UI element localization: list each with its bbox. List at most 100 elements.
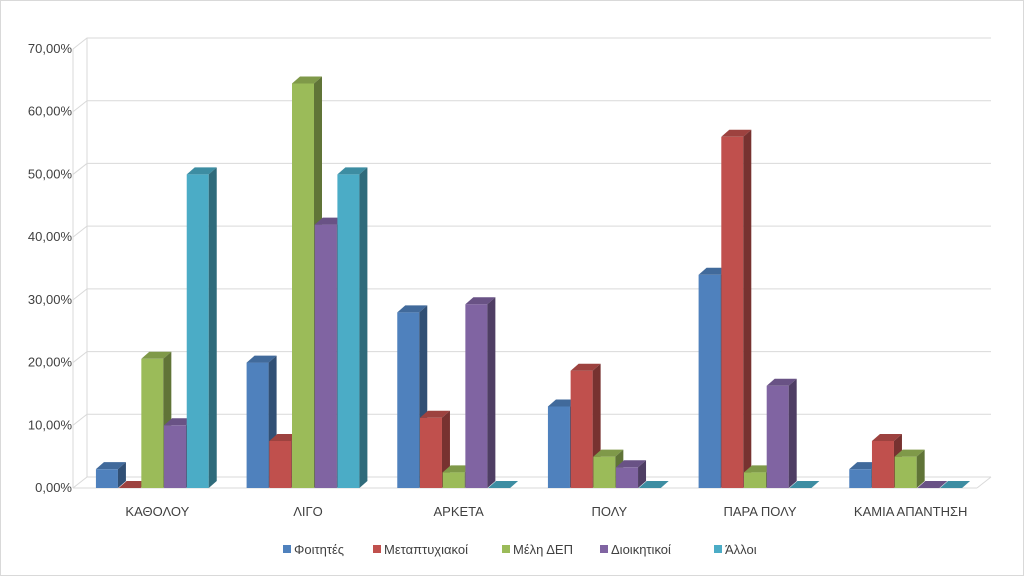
gridline bbox=[72, 225, 991, 238]
legend-item: Μέλη ΔΕΠ bbox=[502, 542, 573, 557]
bar-side-face bbox=[743, 129, 752, 489]
bar-front-face bbox=[186, 174, 209, 488]
bar-front-face bbox=[766, 385, 789, 488]
bar-front-face bbox=[95, 469, 118, 488]
bar-front-face bbox=[141, 358, 164, 488]
bar-top-face bbox=[164, 418, 195, 426]
bar-front-face bbox=[292, 83, 314, 488]
bar-front-face bbox=[744, 472, 766, 488]
x-category-label: ΑΡΚΕΤΑ bbox=[433, 504, 484, 519]
bar-front-face bbox=[397, 312, 420, 488]
bar-top-face bbox=[766, 378, 797, 386]
x-category-label: ΚΑΜΙΑ ΑΠΑΝΤΗΣΗ bbox=[854, 504, 968, 519]
y-tick-label: 40,00% bbox=[28, 229, 73, 244]
bar-front-face bbox=[465, 304, 488, 488]
gridline bbox=[72, 288, 991, 301]
bar-top-face bbox=[744, 465, 774, 473]
y-tick-label: 50,00% bbox=[28, 166, 73, 181]
bar bbox=[917, 481, 948, 489]
y-axis-tick-labels: 0,00% 10,00% 20,00% 30,00% 40,00% 50,00% 60,00… bbox=[28, 41, 73, 495]
bar-side-face bbox=[638, 460, 647, 488]
bar-top-face bbox=[849, 462, 880, 470]
bar-front-face bbox=[314, 224, 337, 488]
bar bbox=[337, 167, 368, 488]
y-tick-label: 70,00% bbox=[28, 41, 73, 56]
bar-top-face bbox=[940, 481, 971, 488]
bar-side-face bbox=[208, 167, 217, 488]
y-tick-label: 0,00% bbox=[35, 480, 72, 495]
bar bbox=[488, 481, 519, 489]
bar bbox=[186, 167, 217, 488]
chart-walls bbox=[72, 38, 992, 489]
bar bbox=[894, 449, 925, 488]
legend-item: Άλλοι bbox=[714, 542, 757, 557]
bar-top-face bbox=[616, 460, 647, 468]
gridline bbox=[72, 100, 991, 113]
x-category-label: ΛΙΓΟ bbox=[293, 504, 323, 519]
bar-top-face bbox=[186, 167, 217, 175]
bar-front-face bbox=[246, 362, 269, 488]
bar bbox=[721, 129, 752, 489]
legend-label: Μεταπτυχιακοί bbox=[384, 542, 468, 557]
legend-swatch bbox=[373, 545, 381, 553]
legend-item: Μεταπτυχιακοί bbox=[373, 542, 468, 557]
bar-front-face bbox=[698, 274, 721, 488]
bar bbox=[940, 481, 971, 489]
legend-swatch bbox=[283, 545, 291, 553]
bar-front-face bbox=[894, 456, 917, 488]
bar-top-face bbox=[442, 465, 473, 473]
gridline bbox=[72, 37, 991, 50]
bar-top-face bbox=[638, 481, 669, 488]
bar-front-face bbox=[442, 472, 465, 488]
bar-top-face bbox=[118, 481, 149, 488]
bar-top-face bbox=[547, 399, 578, 407]
bar-side-face bbox=[117, 462, 126, 488]
bar-top-face bbox=[419, 410, 450, 418]
bar-front-face bbox=[547, 406, 570, 488]
legend-label: Διοικητικοί bbox=[611, 542, 671, 557]
bar bbox=[766, 378, 797, 488]
bar-front-face bbox=[871, 440, 894, 488]
y-tick-label: 30,00% bbox=[28, 292, 73, 307]
bar-front-face bbox=[337, 174, 360, 488]
gridlines bbox=[72, 37, 991, 489]
bar-top-face bbox=[141, 351, 172, 359]
legend-swatch bbox=[502, 545, 510, 553]
gridline bbox=[72, 413, 991, 426]
bar-front-face bbox=[419, 417, 442, 488]
floor-right-edge bbox=[976, 476, 992, 489]
x-category-label: ΠΟΛΥ bbox=[592, 504, 628, 519]
bar bbox=[95, 462, 126, 488]
bar-side-face bbox=[487, 297, 496, 488]
bar bbox=[465, 297, 496, 488]
bar-top-face bbox=[314, 217, 345, 225]
bar-top-face bbox=[593, 449, 624, 457]
bar bbox=[616, 460, 647, 488]
legend-swatch bbox=[600, 545, 608, 553]
legend-label: Άλλοι bbox=[725, 542, 757, 557]
bar-front-face bbox=[269, 440, 292, 488]
bars bbox=[95, 76, 971, 489]
bar-side-face bbox=[359, 167, 368, 488]
gridline bbox=[72, 162, 991, 175]
legend-item: Φοιτητές bbox=[283, 542, 344, 557]
gridline bbox=[72, 476, 991, 489]
bar bbox=[638, 481, 669, 489]
bar-front-face bbox=[849, 469, 872, 488]
bar-front-face bbox=[616, 467, 639, 488]
x-category-label: ΚΑΘΟΛΟΥ bbox=[125, 504, 189, 519]
bar-front-face bbox=[593, 456, 616, 488]
bar bbox=[789, 481, 820, 489]
bar-top-face bbox=[894, 449, 925, 457]
legend-item: Διοικητικοί bbox=[600, 542, 671, 557]
bar bbox=[118, 481, 149, 489]
bar-top-face bbox=[95, 462, 126, 470]
bar-top-face bbox=[917, 481, 948, 488]
y-tick-label: 60,00% bbox=[28, 104, 73, 119]
legend: Φοιτητές Μεταπτυχιακοί Μέλη ΔΕΠ Διοικητικοί… bbox=[283, 542, 757, 557]
bar-front-face bbox=[570, 370, 593, 488]
x-axis-category-labels: ΚΑΘΟΛΟΥ ΛΙΓΟ ΑΡΚΕΤΑ ΠΟΛΥ ΠΑΡΑ ΠΟΛΥ ΚΑΜΙΑ ΑΠΑΝ… bbox=[125, 504, 967, 519]
bar-top-face bbox=[246, 355, 277, 363]
